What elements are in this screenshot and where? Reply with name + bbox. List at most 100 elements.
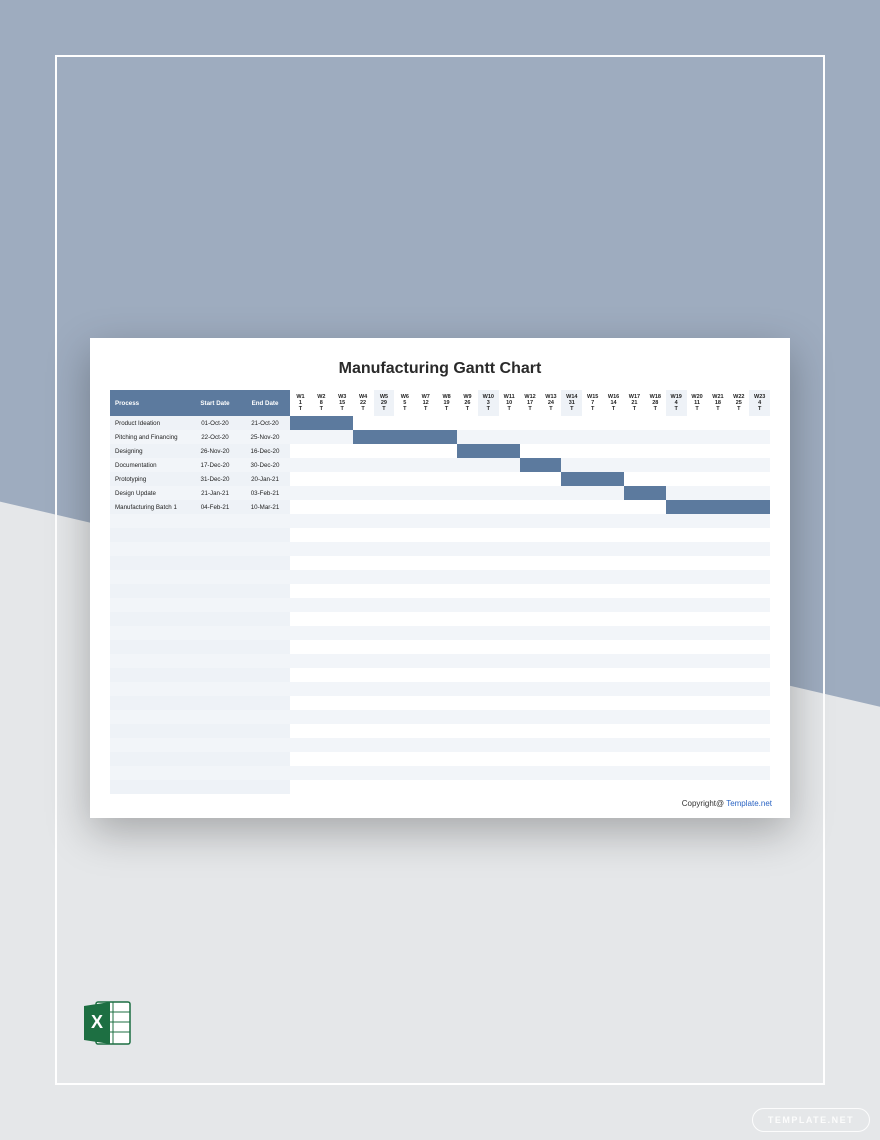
task-start: 01-Oct-20 [190,420,240,427]
empty-row [110,654,290,668]
week-header-cell: W926T [457,390,478,416]
gantt-bar-segment [415,430,436,444]
empty-row [110,780,290,794]
timeline-row [290,752,770,766]
week-header-cell: W234T [749,390,770,416]
gantt-bar-segment [457,444,478,458]
week-header-cell: W315T [332,390,353,416]
copyright-label: Copyright@ [682,799,724,808]
empty-row [110,556,290,570]
week-header-cell: W1431T [561,390,582,416]
timeline-row [290,710,770,724]
empty-row [110,682,290,696]
gantt-bar-segment [603,472,624,486]
gantt-bar-segment [666,500,687,514]
week-header-cell: W28T [311,390,332,416]
timeline-row [290,780,770,794]
gantt-card: Manufacturing Gantt Chart Process Start … [90,338,790,818]
timeline-row [290,626,770,640]
empty-row [110,752,290,766]
week-header-cell: W2118T [708,390,729,416]
week-header: W11TW28TW315TW422TW529TW65TW712TW819TW92… [290,390,770,416]
timeline-row [290,724,770,738]
task-name: Manufacturing Batch 1 [110,504,190,511]
task-name: Documentation [110,462,190,469]
task-row: Pitching and Financing22-Oct-2025-Nov-20 [110,430,290,444]
gantt-bar-segment [332,416,353,430]
week-header-cell: W65T [394,390,415,416]
gantt-bar-segment [624,486,645,500]
empty-row [110,626,290,640]
task-start: 21-Jan-21 [190,490,240,497]
task-name: Prototyping [110,476,190,483]
empty-row [110,598,290,612]
task-end: 25-Nov-20 [240,434,290,441]
task-row: Design Update21-Jan-2103-Feb-21 [110,486,290,500]
gantt-bar-segment [728,500,749,514]
task-name: Design Update [110,490,190,497]
empty-row [110,612,290,626]
col-header-process: Process [110,400,190,407]
empty-row [110,514,290,528]
task-row: Manufacturing Batch 104-Feb-2110-Mar-21 [110,500,290,514]
gantt-bar-segment [520,458,541,472]
task-end: 21-Oct-20 [240,420,290,427]
timeline-row [290,458,770,472]
task-start: 22-Oct-20 [190,434,240,441]
task-start: 17-Dec-20 [190,462,240,469]
week-header-cell: W1324T [541,390,562,416]
copyright-link[interactable]: Template.net [726,799,772,808]
task-start: 04-Feb-21 [190,504,240,511]
week-header-cell: W1217T [520,390,541,416]
task-row: Designing26-Nov-2016-Dec-20 [110,444,290,458]
empty-row [110,710,290,724]
timeline-row [290,612,770,626]
task-name: Product Ideation [110,420,190,427]
gantt-container: Process Start Date End Date Product Idea… [110,390,770,794]
timeline-row [290,430,770,444]
watermark-text: TEMPLATE.NET [768,1115,854,1125]
task-start: 26-Nov-20 [190,448,240,455]
empty-row [110,738,290,752]
copyright: Copyright@ Template.net [682,799,772,808]
gantt-bar-segment [478,444,499,458]
week-header-cell: W2011T [687,390,708,416]
week-header-cell: W819T [436,390,457,416]
timeline-row [290,598,770,612]
col-header-end: End Date [240,400,290,407]
timeline-row [290,514,770,528]
timeline-row [290,766,770,780]
task-end: 30-Dec-20 [240,462,290,469]
empty-row [110,584,290,598]
empty-row [110,724,290,738]
timeline-row [290,640,770,654]
task-table: Process Start Date End Date Product Idea… [110,390,290,794]
empty-row [110,542,290,556]
week-header-cell: W1721T [624,390,645,416]
week-header-cell: W422T [353,390,374,416]
gantt-bar-segment [708,500,729,514]
empty-row [110,640,290,654]
week-header-cell: W103T [478,390,499,416]
timeline-row [290,654,770,668]
timeline-grid [290,416,770,794]
timeline-row [290,556,770,570]
week-header-cell: W157T [582,390,603,416]
timeline-row [290,416,770,430]
gantt-bar-segment [374,430,395,444]
svg-text:X: X [91,1012,103,1032]
timeline-row [290,584,770,598]
empty-row [110,696,290,710]
watermark-badge: TEMPLATE.NET [752,1108,870,1132]
task-start: 31-Dec-20 [190,476,240,483]
task-row: Prototyping31-Dec-2020-Jan-21 [110,472,290,486]
task-row: Product Ideation01-Oct-2021-Oct-20 [110,416,290,430]
timeline: W11TW28TW315TW422TW529TW65TW712TW819TW92… [290,390,770,794]
timeline-row [290,528,770,542]
week-header-cell: W1110T [499,390,520,416]
task-end: 16-Dec-20 [240,448,290,455]
col-header-start: Start Date [190,400,240,407]
week-header-cell: W11T [290,390,311,416]
week-header-cell: W1614T [603,390,624,416]
task-end: 20-Jan-21 [240,476,290,483]
